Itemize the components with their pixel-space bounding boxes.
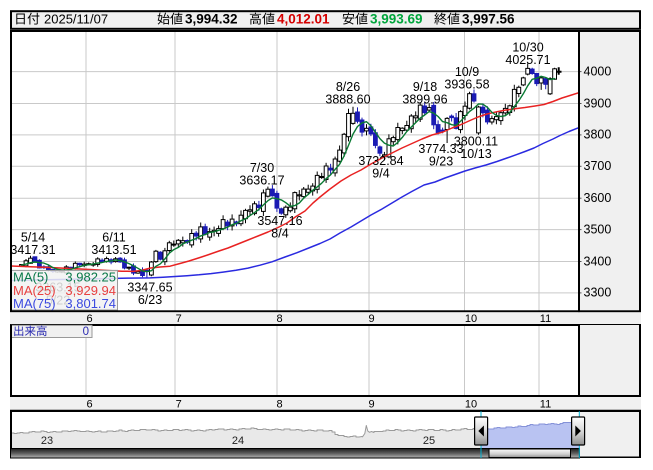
svg-text:10/9: 10/9 bbox=[455, 65, 479, 79]
svg-text:3936.58: 3936.58 bbox=[444, 77, 489, 91]
svg-text:7: 7 bbox=[176, 399, 182, 411]
svg-text:25: 25 bbox=[423, 435, 435, 447]
svg-text:9: 9 bbox=[368, 313, 374, 325]
svg-text:5/14: 5/14 bbox=[21, 230, 45, 244]
svg-text:6/23: 6/23 bbox=[138, 293, 162, 307]
svg-text:4025.71: 4025.71 bbox=[505, 53, 550, 67]
svg-text:3300: 3300 bbox=[584, 286, 612, 300]
svg-text:3,997.56: 3,997.56 bbox=[462, 12, 515, 27]
svg-text:11: 11 bbox=[540, 399, 551, 411]
svg-text:9/18: 9/18 bbox=[413, 80, 437, 94]
svg-text:MA(75): MA(75) bbox=[13, 296, 56, 311]
svg-text:24: 24 bbox=[232, 435, 244, 447]
svg-text:3500: 3500 bbox=[584, 222, 612, 236]
svg-text:10: 10 bbox=[465, 399, 477, 411]
svg-text:4000: 4000 bbox=[584, 64, 612, 78]
svg-text:3700: 3700 bbox=[584, 159, 612, 173]
svg-text:3,801.74: 3,801.74 bbox=[65, 296, 116, 311]
svg-text:2025/11/07: 2025/11/07 bbox=[44, 12, 108, 27]
svg-text:7/30: 7/30 bbox=[250, 161, 274, 175]
svg-text:3,993.69: 3,993.69 bbox=[370, 12, 423, 27]
svg-text:23: 23 bbox=[41, 435, 53, 447]
svg-text:11: 11 bbox=[540, 313, 551, 325]
svg-text:8: 8 bbox=[276, 399, 282, 411]
svg-text:3413.51: 3413.51 bbox=[91, 243, 136, 257]
svg-text:3899.96: 3899.96 bbox=[402, 92, 447, 106]
svg-text:3600: 3600 bbox=[584, 191, 612, 205]
svg-text:4,012.01: 4,012.01 bbox=[277, 12, 330, 27]
svg-text:9/4: 9/4 bbox=[372, 166, 389, 180]
svg-text:7: 7 bbox=[176, 313, 182, 325]
svg-text:10: 10 bbox=[465, 313, 477, 325]
svg-text:6: 6 bbox=[86, 313, 92, 325]
svg-text:3636.17: 3636.17 bbox=[239, 173, 284, 187]
svg-text:10/30: 10/30 bbox=[512, 40, 543, 54]
svg-text:6: 6 bbox=[86, 399, 92, 411]
svg-text:10/13: 10/13 bbox=[460, 147, 491, 161]
svg-text:3774.33: 3774.33 bbox=[418, 142, 463, 156]
svg-text:MA(25): MA(25) bbox=[13, 283, 56, 298]
svg-text:3900: 3900 bbox=[584, 96, 612, 110]
svg-text:6/11: 6/11 bbox=[102, 230, 125, 244]
svg-text:3,982.25: 3,982.25 bbox=[65, 270, 116, 285]
svg-text:3400: 3400 bbox=[584, 254, 612, 268]
svg-text:3417.31: 3417.31 bbox=[10, 243, 55, 257]
svg-text:MA(5): MA(5) bbox=[13, 270, 48, 285]
svg-text:8/4: 8/4 bbox=[271, 226, 288, 240]
svg-text:0: 0 bbox=[83, 326, 89, 338]
svg-text:3732.84: 3732.84 bbox=[358, 154, 403, 168]
svg-text:3,994.32: 3,994.32 bbox=[185, 12, 238, 27]
svg-text:8: 8 bbox=[276, 313, 282, 325]
svg-text:3,929.94: 3,929.94 bbox=[65, 283, 116, 298]
svg-text:3888.60: 3888.60 bbox=[325, 92, 370, 106]
svg-text:3800.11: 3800.11 bbox=[454, 134, 498, 148]
svg-text:3347.65: 3347.65 bbox=[127, 280, 172, 294]
svg-text:8/26: 8/26 bbox=[336, 80, 360, 94]
svg-text:9/23: 9/23 bbox=[429, 154, 453, 168]
svg-text:9: 9 bbox=[368, 399, 374, 411]
svg-text:3800: 3800 bbox=[584, 128, 612, 142]
svg-text:3547.16: 3547.16 bbox=[257, 214, 302, 228]
